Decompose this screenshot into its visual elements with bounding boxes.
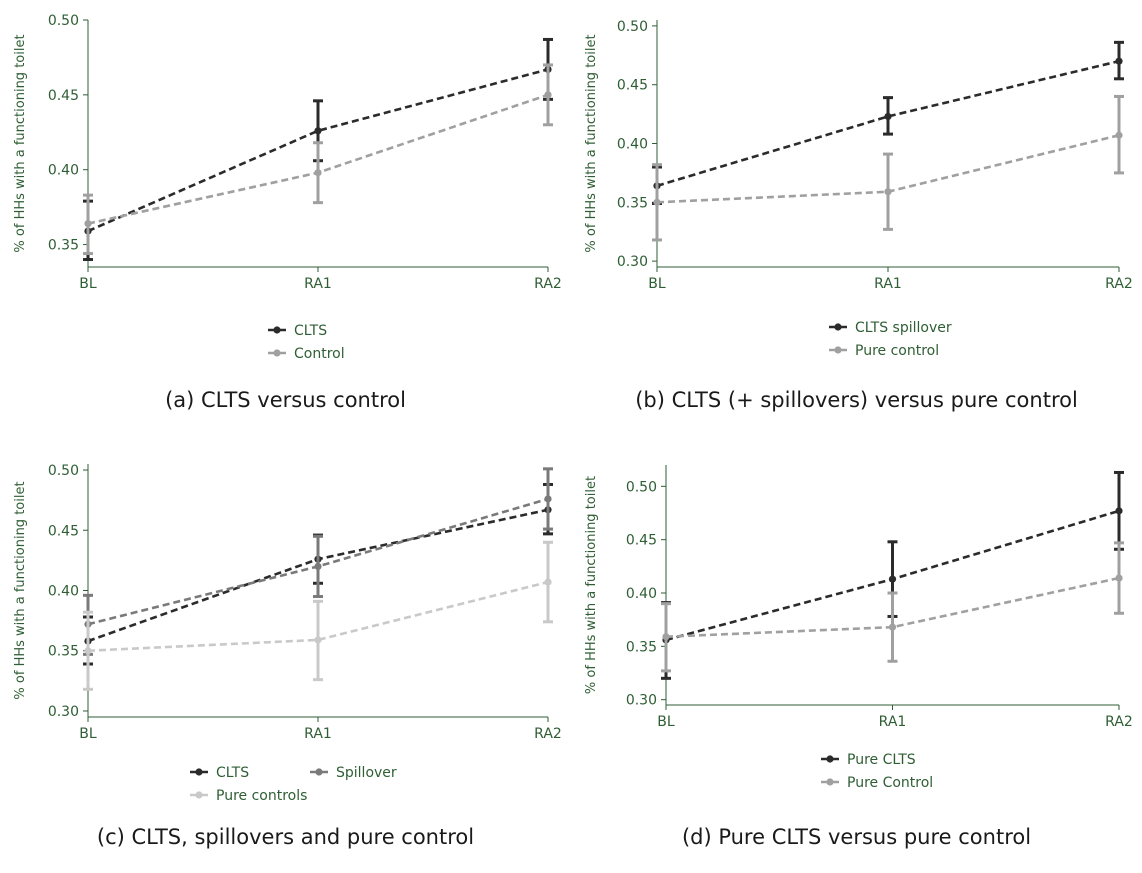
data-point (84, 219, 92, 228)
data-point (653, 198, 661, 206)
legend-swatch-marker (834, 346, 842, 354)
legend-label: Control (294, 346, 345, 362)
series-line (656, 59, 1120, 188)
y-tick-label: 0.40 (626, 586, 657, 602)
y-tick-label: 0.35 (617, 195, 648, 211)
legend-swatch-marker (826, 778, 834, 786)
x-tick-label: RA2 (1105, 714, 1133, 730)
x-tick-label: RA2 (1105, 276, 1133, 292)
y-tick-label: 0.45 (48, 523, 79, 539)
data-point (1115, 131, 1123, 139)
y-tick-label: 0.30 (626, 693, 657, 709)
legend-label: CLTS (294, 323, 327, 339)
data-point (1115, 574, 1123, 582)
y-tick-label: 0.30 (48, 704, 79, 720)
y-axis-title: % of HHs with a functioning toilet (13, 481, 28, 699)
legend-label: Spillover (336, 765, 397, 781)
legend-label: Pure Control (847, 775, 933, 791)
x-tick-label: RA2 (534, 726, 562, 742)
chart-a: 0.35 0.40 0.45 0.50 BL RA1 RA2 % of HHs with a … (13, 13, 562, 362)
x-tick-label: RA1 (304, 726, 332, 742)
legend: CLTS spillover Pure control (829, 320, 952, 359)
panel-c: 0.30 0.35 0.40 0.45 0.50 BL RA1 RA2 % of HHs wit… (0, 437, 571, 873)
series-2 (661, 541, 1124, 673)
x-tick-label: BL (79, 276, 97, 292)
y-tick-label: 0.40 (48, 584, 79, 600)
caption-d: (d) Pure CLTS versus pure control (681, 825, 1032, 849)
chart-c: 0.30 0.35 0.40 0.45 0.50 BL RA1 RA2 % of HHs wit… (13, 463, 562, 804)
y-tick-label: 0.50 (626, 479, 657, 495)
y-tick-label: 0.35 (48, 238, 79, 254)
data-point (1115, 507, 1123, 515)
legend-swatch-marker (195, 791, 203, 799)
legend-label: Pure control (855, 343, 939, 359)
panel-a: 0.35 0.40 0.45 0.50 BL RA1 RA2 % of HHs with a … (0, 0, 571, 436)
data-point (314, 636, 322, 644)
series-line (87, 68, 549, 233)
x-tick-label: BL (79, 726, 97, 742)
y-tick-label: 0.45 (48, 88, 79, 104)
legend-label: CLTS (216, 765, 249, 781)
x-tick-label: BL (657, 714, 675, 730)
y-tick-label: 0.50 (48, 463, 79, 479)
legend: Pure CLTS Pure Control (821, 752, 933, 791)
caption-b: (b) CLTS (+ spillovers) versus pure cont… (635, 388, 1078, 412)
data-point (314, 562, 322, 571)
caption-a: (a) CLTS versus control (165, 388, 406, 412)
data-point (544, 578, 552, 586)
legend-swatch-marker (315, 768, 323, 776)
caption-c: (c) CLTS, spillovers and pure control (96, 825, 475, 849)
y-tick-label: 0.45 (626, 533, 657, 549)
x-tick-label: RA1 (879, 714, 907, 730)
data-point (888, 575, 897, 583)
data-point (314, 169, 322, 177)
y-tick-label: 0.35 (48, 644, 79, 660)
x-tick-label: RA1 (874, 276, 902, 292)
x-tick-label: RA1 (304, 276, 332, 292)
series-3 (83, 540, 553, 691)
y-tick-label: 0.35 (626, 639, 657, 655)
series-line (87, 580, 549, 653)
legend-label: CLTS spillover (855, 320, 952, 336)
series-2 (83, 63, 553, 256)
y-tick-label: 0.45 (617, 78, 648, 94)
legend-swatch-marker (195, 768, 203, 776)
legend-swatch-marker (273, 326, 281, 334)
x-tick-label: RA2 (534, 276, 562, 292)
legend-label: Pure CLTS (847, 752, 916, 768)
data-point (544, 91, 552, 99)
data-point (884, 188, 892, 196)
y-tick-label: 0.50 (48, 13, 79, 29)
data-point (1115, 57, 1123, 65)
legend-swatch-marker (834, 323, 842, 331)
chart-b: 0.30 0.35 0.40 0.45 0.50 BL RA1 RA2 % of HHs wit… (584, 19, 1133, 359)
legend: CLTS Control (268, 323, 345, 362)
panel-d: 0.30 0.35 0.40 0.45 0.50 BL RA1 RA2 % of HHs wit… (571, 437, 1142, 873)
data-point (662, 633, 670, 641)
y-tick-label: 0.40 (48, 163, 79, 179)
legend: CLTS Spillover Pure controls (190, 765, 397, 804)
y-axis-title: % of HHs with a functioning toilet (13, 34, 28, 252)
data-point (314, 127, 322, 135)
legend-swatch-marker (826, 755, 834, 763)
data-point (84, 647, 92, 655)
y-tick-label: 0.40 (617, 137, 648, 153)
panel-b: 0.30 0.35 0.40 0.45 0.50 BL RA1 RA2 % of HHs wit… (571, 0, 1142, 436)
series-2 (652, 94, 1124, 242)
y-tick-label: 0.30 (617, 254, 648, 270)
chart-d: 0.30 0.35 0.40 0.45 0.50 BL RA1 RA2 % of HHs wit… (584, 465, 1133, 791)
data-point (888, 623, 897, 631)
data-point (884, 112, 892, 121)
data-point (544, 495, 552, 503)
y-axis-title: % of HHs with a functioning toilet (584, 476, 599, 694)
legend-swatch-marker (273, 349, 281, 357)
y-tick-label: 0.50 (617, 19, 648, 35)
legend-label: Pure controls (216, 788, 307, 804)
y-axis-title: % of HHs with a functioning toilet (584, 34, 599, 252)
x-tick-label: BL (648, 276, 666, 292)
